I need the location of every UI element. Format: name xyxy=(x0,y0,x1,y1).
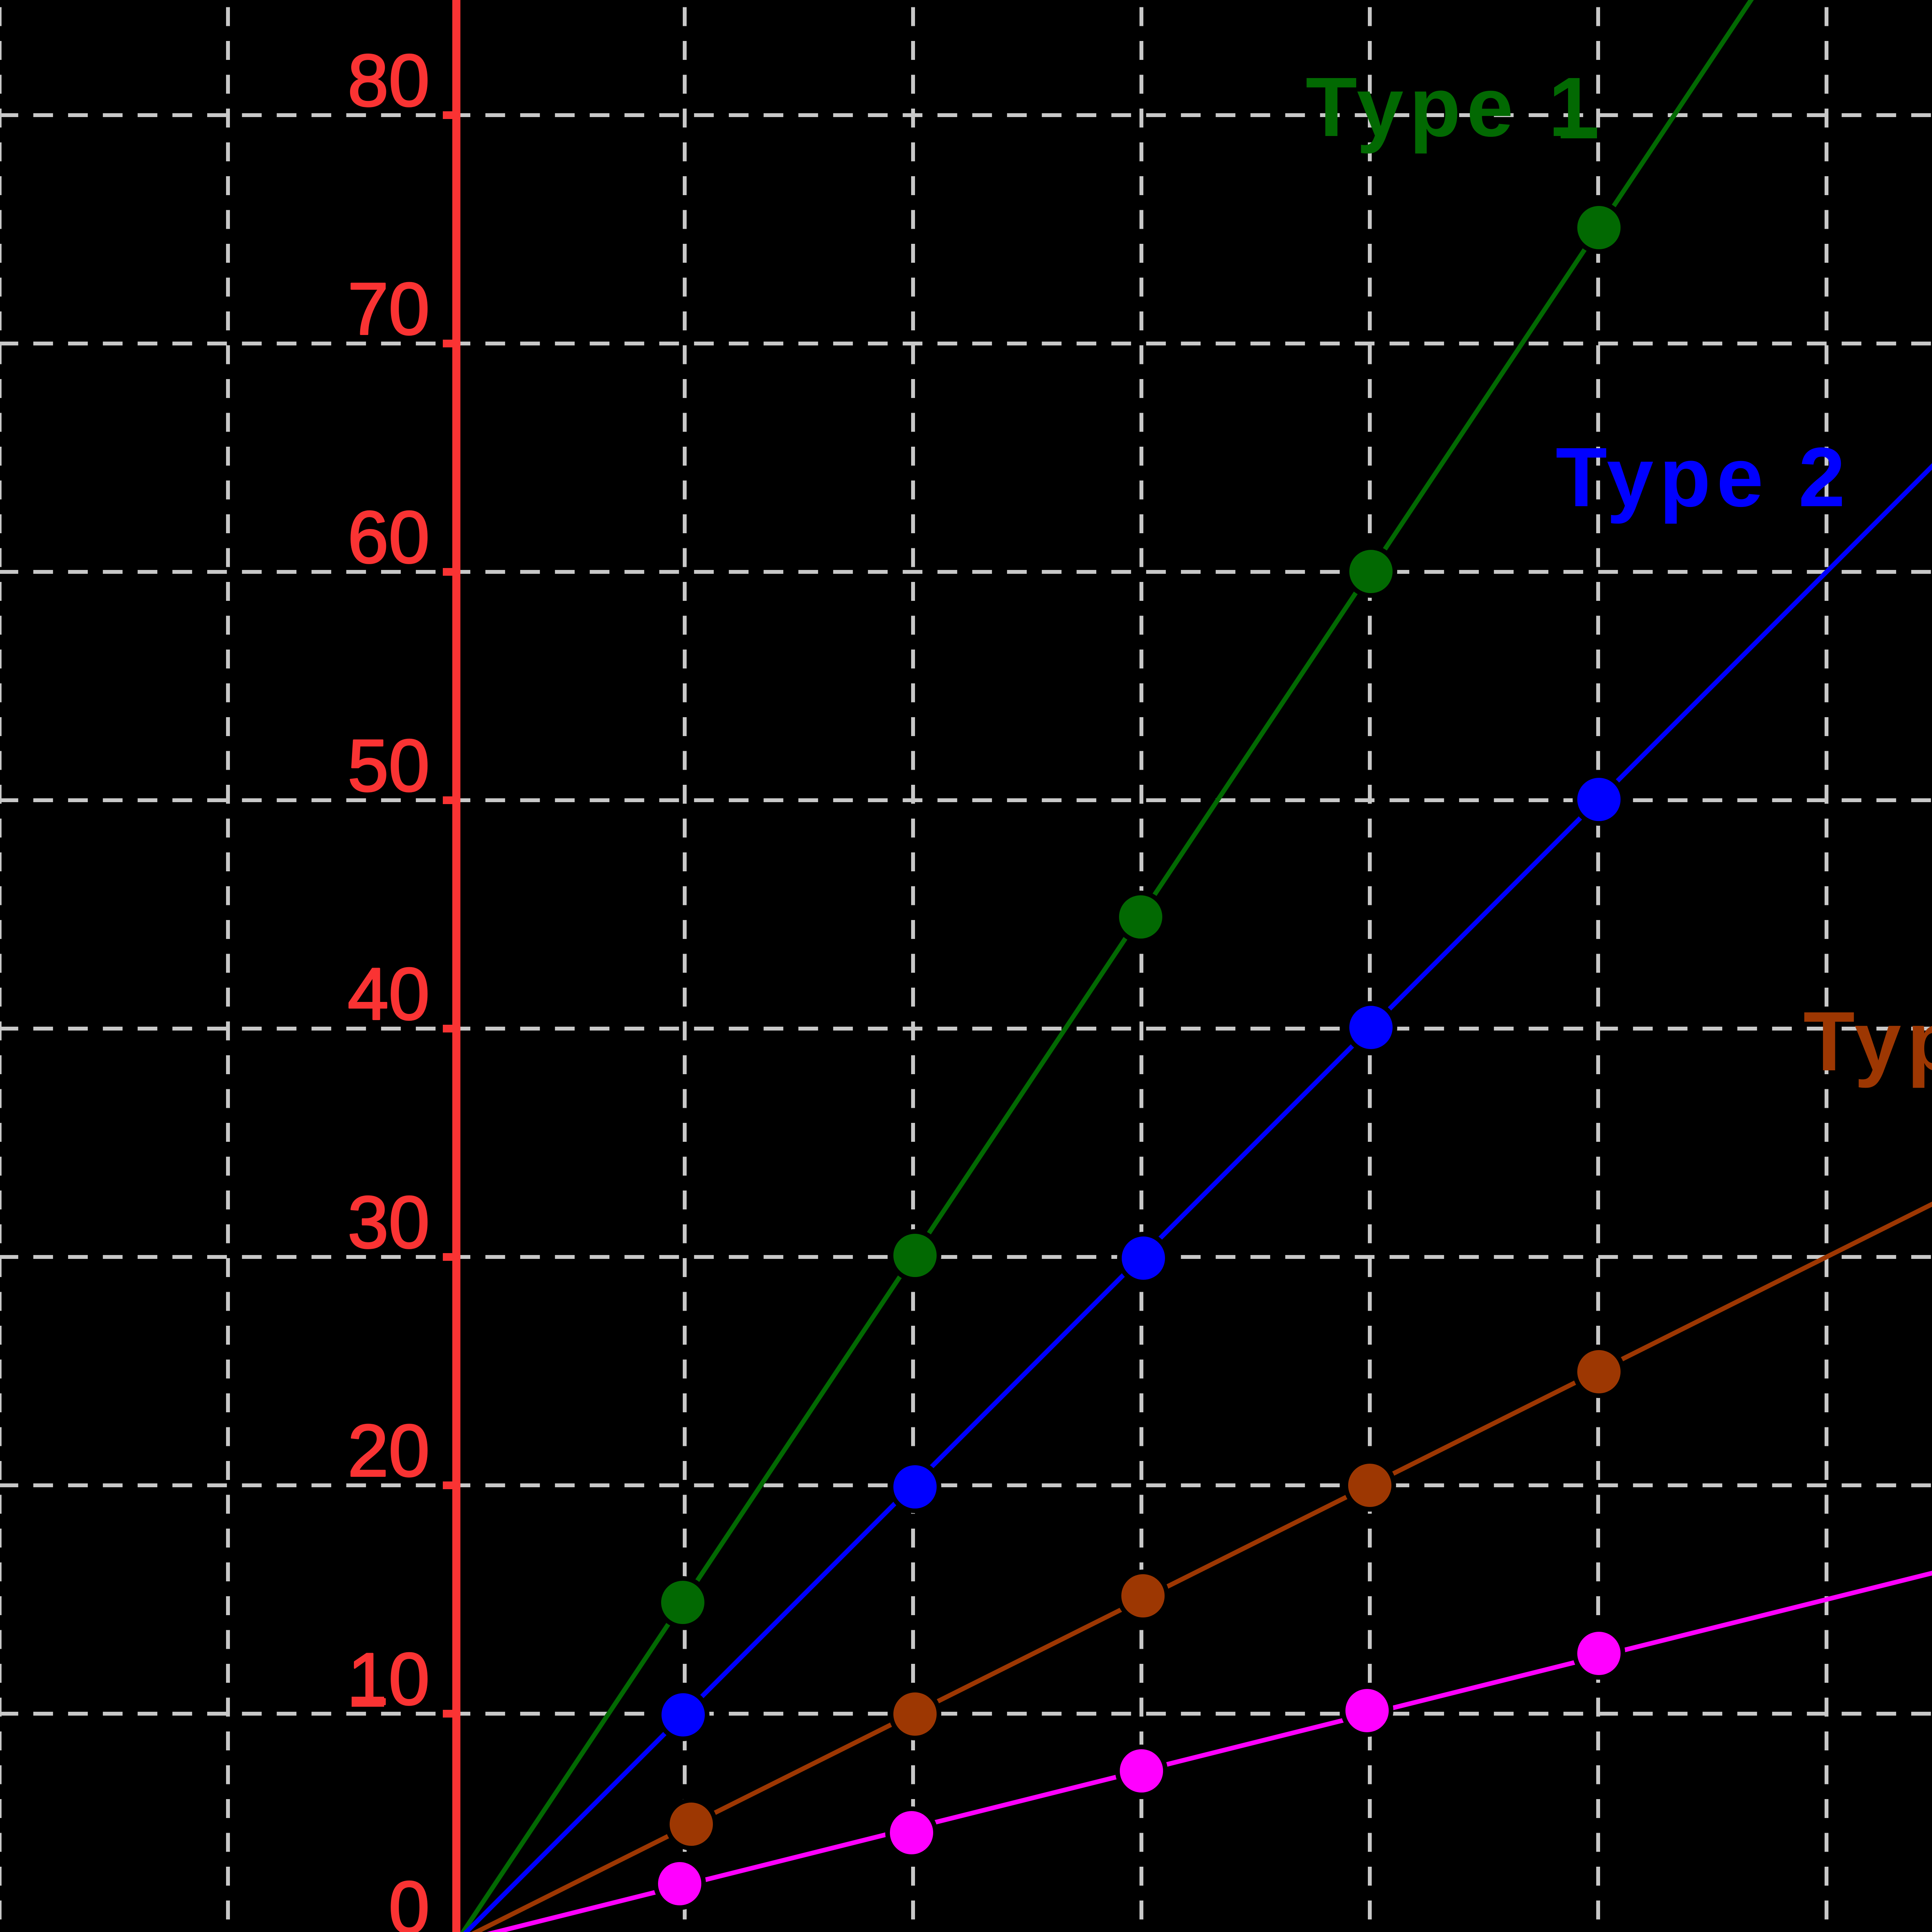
svg-text:30: 30 xyxy=(348,1181,430,1264)
svg-text:40: 40 xyxy=(348,953,430,1035)
svg-text:70: 70 xyxy=(348,268,430,350)
svg-text:60: 60 xyxy=(348,496,430,578)
svg-text:20: 20 xyxy=(348,1410,430,1492)
svg-text:Type 3: Type 3 xyxy=(1803,995,1932,1088)
svg-text:50: 50 xyxy=(348,724,430,807)
svg-text:10: 10 xyxy=(348,1638,430,1720)
svg-text:Type 1: Type 1 xyxy=(1306,60,1601,154)
svg-text:0: 0 xyxy=(389,1866,430,1932)
svg-text:80: 80 xyxy=(348,39,430,122)
svg-text:Type 2: Type 2 xyxy=(1556,430,1851,524)
